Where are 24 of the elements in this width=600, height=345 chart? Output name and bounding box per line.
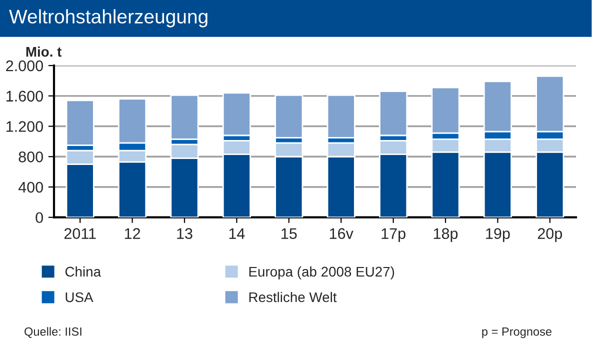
x-tick-label: 19p	[486, 228, 510, 242]
y-tick-label: 0	[36, 212, 43, 224]
legend-label: USA	[66, 292, 94, 302]
text: p = Prognose	[482, 328, 552, 338]
x-tick-label: 13	[177, 228, 192, 239]
x-tick-label: 14	[229, 228, 245, 239]
x-tick-label: 20p	[538, 228, 562, 242]
x-tick-label: 2011	[64, 228, 96, 239]
x-tick-label: 16v	[330, 228, 354, 239]
chart-title: Weltrohstahlerzeugung	[9, 9, 208, 28]
y-axis-title: Mio. t	[26, 46, 62, 57]
x-tick-label: 17p	[382, 228, 406, 242]
source-note: Quelle: IISI	[24, 327, 82, 338]
legend-label: China	[65, 266, 102, 277]
y-tick-label: 2.000	[6, 60, 43, 72]
y-tick-label: 400	[18, 182, 43, 193]
y-tick-label: 1.600	[6, 90, 43, 102]
x-tick-label: 12	[124, 228, 140, 239]
x-tick-label: 18p	[434, 228, 458, 242]
x-tick-label: 15	[282, 228, 297, 239]
y-tick-label: 1.200	[6, 121, 43, 132]
legend-label: Europa (ab 2008 EU27)	[249, 266, 394, 280]
y-tick-label: 800	[18, 152, 43, 162]
legend-label: Restliche Welt	[249, 292, 337, 302]
